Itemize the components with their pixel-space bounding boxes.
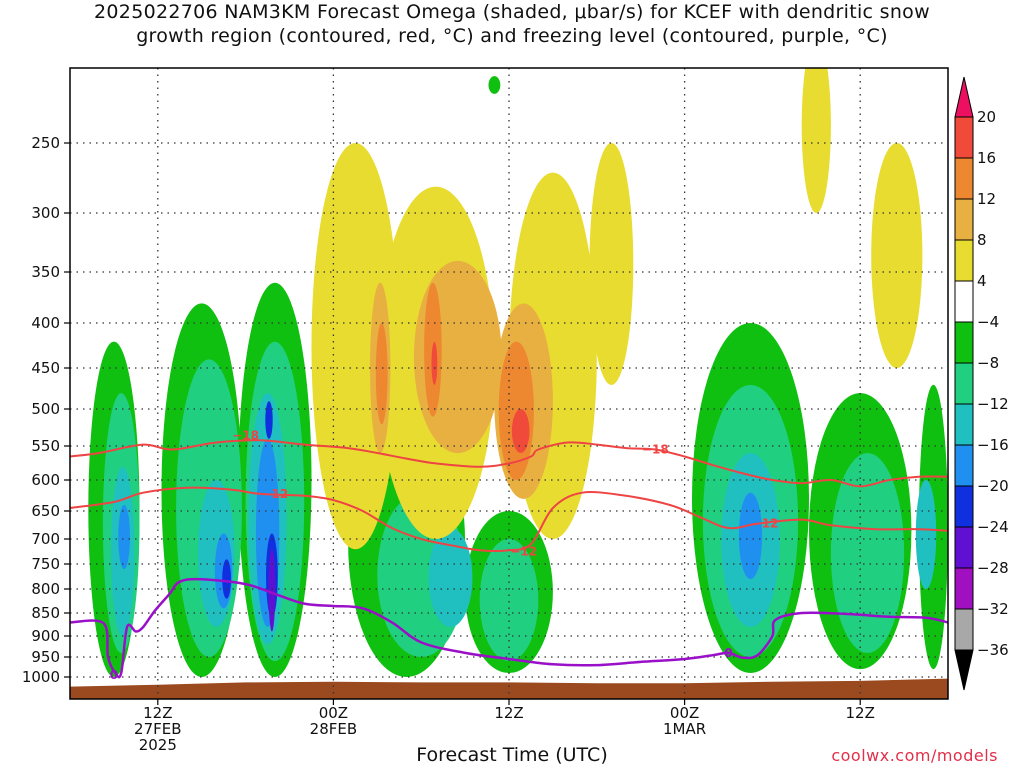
colorbar-label-5: −4 — [977, 313, 999, 331]
label-minus12-2: −12 — [752, 517, 779, 531]
omega-region-4 — [871, 143, 923, 368]
omega-region-neg24 — [268, 549, 276, 632]
freezing-level-line — [70, 577, 948, 679]
xtick-label-30-0: 12Z — [494, 704, 523, 722]
colorbar-label-7: −12 — [977, 395, 1009, 413]
omega-region-neg8 — [830, 453, 905, 653]
colorbar-label-4: 4 — [977, 272, 987, 290]
omega-region-neg12 — [915, 480, 937, 589]
omega-region-neg12 — [428, 528, 473, 627]
contour-lines — [70, 439, 948, 679]
ytick-label-550: 550 — [31, 437, 60, 455]
colorbar-label-12: −32 — [977, 600, 1009, 618]
omega-region-12 — [498, 341, 534, 480]
colorbar-label-0: 20 — [977, 108, 996, 126]
colorbar-swatch-6 — [954, 362, 974, 405]
chart-title-line2: growth region (contoured, red, °C) and f… — [136, 25, 888, 47]
colorbar-label-6: −8 — [977, 354, 999, 372]
colorbar-label-8: −16 — [977, 436, 1009, 454]
contour-labels: −18 −18 −12 −12 −12 0 0 — [110, 428, 779, 682]
colorbar-label-1: 16 — [977, 149, 996, 167]
ytick-label-450: 450 — [31, 359, 60, 377]
colorbar-top-arrow — [954, 76, 974, 118]
label-freezing-1: 0 — [724, 646, 732, 660]
colorbar-swatch-0 — [954, 116, 974, 159]
x-axis-title: Forecast Time (UTC) — [416, 744, 608, 766]
omega-region-4 — [801, 68, 831, 213]
ytick-label-850: 850 — [31, 604, 60, 622]
omega-region-neg16 — [738, 492, 763, 580]
ytick-label-900: 900 — [31, 627, 60, 645]
colorbar-swatch-12 — [954, 608, 974, 651]
colorbar-label-11: −28 — [977, 559, 1009, 577]
colorbar-label-2: 12 — [977, 190, 996, 208]
y-axis-ticks: 250 300 350 400 450 500 550 600 650 700 750 800 850 9… — [22, 134, 70, 686]
ytick-label-250: 250 — [31, 134, 60, 152]
xtick-label-6-2: 2025 — [139, 736, 177, 754]
chart-title-line1: 2025022706 NAM3KM Forecast Omega (shaded… — [94, 1, 930, 23]
colorbar-label-10: −24 — [977, 518, 1009, 536]
label-minus18-1: −18 — [642, 443, 669, 457]
colorbar-swatch-2 — [954, 198, 974, 241]
xtick-label-18-0: 00Z — [319, 704, 348, 722]
colorbar: 20 16 12 8 4 −4 −8 −12 −16 −20 −24 −28 −32 −36 — [954, 76, 1009, 691]
ytick-label-600: 600 — [31, 471, 60, 489]
xtick-label-42-0: 00Z — [670, 704, 699, 722]
xtick-label-42-1: 1MAR — [663, 720, 706, 738]
omega-region-neg20 — [265, 401, 273, 439]
omega-region-12 — [375, 323, 388, 425]
xtick-label-54-0: 12Z — [846, 704, 875, 722]
ytick-label-350: 350 — [31, 263, 60, 281]
colorbar-label-13: −36 — [977, 641, 1009, 659]
colorbar-swatch-10 — [954, 526, 974, 569]
omega-region-neg20 — [222, 559, 232, 599]
colorbar-swatch-5 — [954, 321, 974, 364]
colorbar-swatch-4 — [954, 280, 974, 323]
omega-region-16 — [431, 341, 438, 385]
ytick-label-500: 500 — [31, 400, 60, 418]
terrain-fill — [70, 678, 948, 699]
omega-region-16 — [511, 409, 530, 453]
chart-title: 2025022706 NAM3KM Forecast Omega (shaded… — [0, 0, 1024, 48]
colorbar-swatch-9 — [954, 485, 974, 528]
label-minus18-0: −18 — [232, 428, 259, 442]
omega-region-neg16 — [118, 504, 130, 570]
ytick-label-1000: 1000 — [22, 668, 60, 686]
ytick-label-750: 750 — [31, 555, 60, 573]
credit-text[interactable]: coolwx.com/models — [831, 746, 998, 765]
colorbar-swatch-1 — [954, 157, 974, 200]
ytick-label-650: 650 — [31, 502, 60, 520]
isotherm-minus12-line — [70, 486, 948, 552]
xtick-label-6-0: 12Z — [143, 704, 172, 722]
terrain-surface — [70, 678, 948, 699]
omega-region-neg8 — [479, 539, 539, 661]
label-freezing-0: 0 — [110, 668, 118, 682]
label-minus12-0: −12 — [261, 487, 288, 501]
omega-shading — [88, 68, 948, 677]
omega-region-neg4 — [488, 76, 501, 94]
xtick-label-6-1: 27FEB — [134, 720, 181, 738]
ytick-label-950: 950 — [31, 648, 60, 666]
ytick-label-700: 700 — [31, 530, 60, 548]
ytick-label-400: 400 — [31, 314, 60, 332]
isotherm-minus18-line — [70, 439, 948, 488]
colorbar-swatch-3 — [954, 239, 974, 282]
ytick-label-800: 800 — [31, 580, 60, 598]
colorbar-swatch-8 — [954, 444, 974, 487]
label-minus12-1: −12 — [510, 545, 537, 559]
colorbar-bottom-arrow — [954, 649, 974, 691]
colorbar-label-3: 8 — [977, 231, 987, 249]
colorbar-label-9: −20 — [977, 477, 1009, 495]
colorbar-swatch-7 — [954, 403, 974, 446]
xtick-label-18-1: 28FEB — [310, 720, 357, 738]
grid-lines — [70, 68, 948, 699]
colorbar-swatch-11 — [954, 567, 974, 610]
ytick-label-300: 300 — [31, 204, 60, 222]
omega-region-4 — [589, 143, 634, 385]
